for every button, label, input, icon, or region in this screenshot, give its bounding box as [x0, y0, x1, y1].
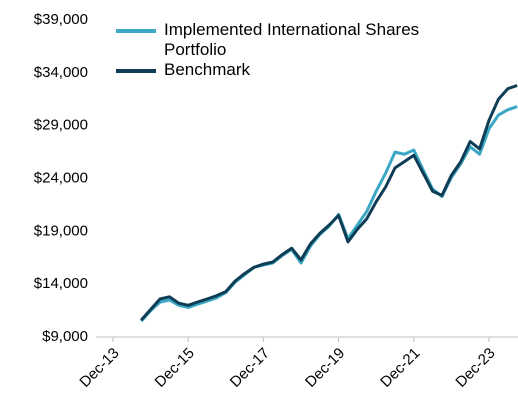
y-tick-label: $24,000 [34, 169, 88, 186]
y-tick-label: $34,000 [34, 64, 88, 81]
y-tick-label: $29,000 [34, 117, 88, 134]
x-tick-label: Dec-15 [152, 345, 198, 391]
x-tick-label: Dec-19 [302, 345, 348, 391]
y-tick-label: $9,000 [42, 328, 88, 345]
series-line [140, 84, 518, 322]
series-line [140, 105, 518, 323]
legend-swatch [116, 69, 156, 73]
legend-item: Implemented International Shares Portfol… [116, 20, 486, 60]
x-tick-label: Dec-13 [76, 345, 122, 391]
y-tick-label: $39,000 [34, 11, 88, 28]
x-tick-label: Dec-21 [377, 345, 423, 391]
x-tick-label: Dec-17 [227, 345, 273, 391]
legend-swatch [116, 29, 156, 33]
y-tick-label: $19,000 [34, 222, 88, 239]
legend-item: Benchmark [116, 60, 486, 80]
legend-label: Benchmark [164, 60, 250, 79]
x-tick-label: Dec-23 [452, 345, 498, 391]
legend: Implemented International Shares Portfol… [116, 20, 486, 80]
legend-label: Implemented International Shares Portfol… [164, 20, 420, 59]
y-tick-label: $14,000 [34, 275, 88, 292]
